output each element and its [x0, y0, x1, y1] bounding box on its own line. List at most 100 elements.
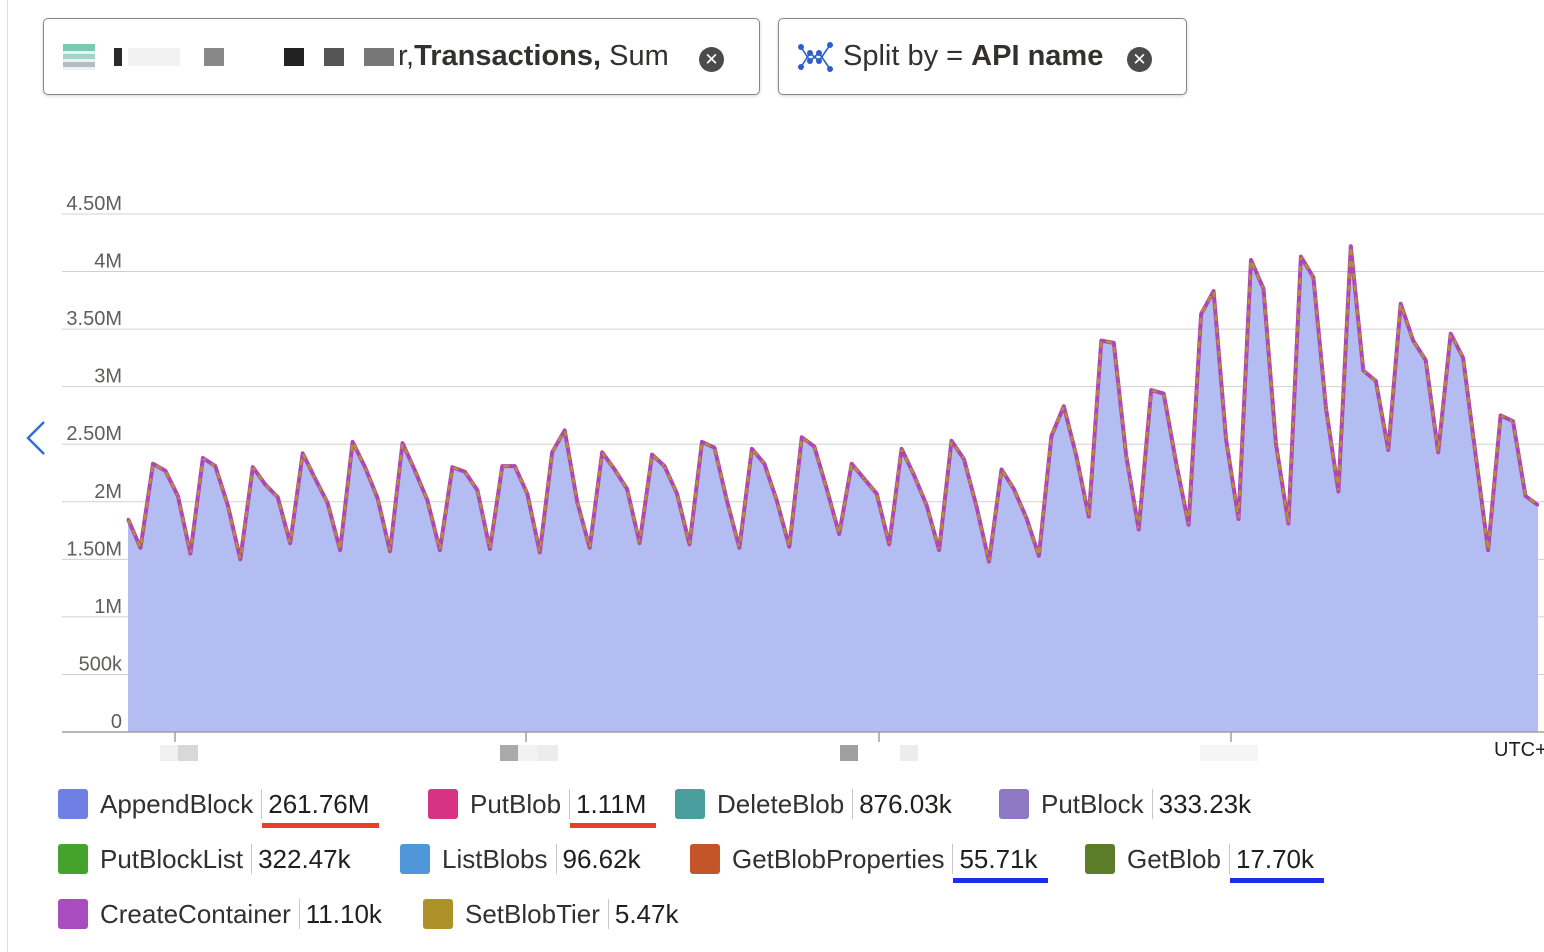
data-point	[1499, 414, 1502, 417]
legend-separator	[607, 899, 609, 929]
legend-item[interactable]: PutBlockList 322.47k	[58, 841, 351, 877]
data-point	[326, 501, 329, 505]
data-point	[601, 451, 604, 454]
legend-swatch	[428, 789, 458, 819]
data-point	[1486, 548, 1490, 552]
data-point	[1150, 388, 1153, 392]
remove-split-button[interactable]: ✕	[1127, 47, 1152, 72]
data-point	[863, 477, 866, 480]
legend-item[interactable]: DeleteBlob 876.03k	[675, 786, 952, 822]
data-point	[438, 548, 442, 552]
data-point	[975, 505, 978, 508]
data-point	[750, 447, 754, 450]
data-point	[1524, 494, 1527, 498]
legend-name: GetBlob	[1127, 843, 1221, 874]
redacted-x-label	[178, 745, 198, 761]
data-point	[301, 452, 304, 455]
legend-item[interactable]: PutBlob 1.11M	[428, 786, 657, 828]
y-tick-label: 2M	[94, 481, 122, 503]
legend-item[interactable]: GetBlob 17.70k	[1085, 841, 1325, 883]
data-point	[463, 470, 467, 473]
legend-separator	[952, 844, 954, 874]
metric-filter-pill[interactable]: r,Transactions, Sum ✕	[43, 18, 760, 95]
legend-item[interactable]: ListBlobs 96.62k	[400, 841, 641, 877]
highlight-underline	[1229, 877, 1325, 883]
data-point	[800, 436, 803, 439]
data-point	[164, 469, 167, 472]
data-point	[1387, 448, 1390, 452]
panel-left-border	[7, 0, 8, 952]
data-point	[1337, 490, 1340, 493]
legend-swatch	[58, 899, 88, 929]
legend-swatch	[675, 789, 705, 819]
data-point	[251, 466, 254, 469]
legend-name: AppendBlock	[100, 788, 254, 819]
data-point	[501, 464, 504, 468]
redacted-x-label	[518, 745, 538, 761]
legend-swatch	[58, 789, 88, 819]
data-point	[388, 550, 392, 553]
data-point	[1412, 339, 1415, 342]
legend-value: 333.23k	[1158, 788, 1252, 819]
split-scatter-icon	[798, 41, 833, 72]
data-point	[1262, 287, 1265, 290]
data-point	[850, 462, 853, 465]
data-point	[1187, 523, 1190, 526]
legend-item[interactable]: SetBlobTier 5.47k	[423, 896, 678, 932]
legend-value: 55.71k	[953, 844, 1048, 883]
legend-name: GetBlobProperties	[732, 843, 945, 874]
metric-filter-text: r,Transactions, Sum	[398, 40, 669, 72]
data-point	[987, 560, 991, 563]
legend-swatch	[58, 844, 88, 874]
data-point	[1287, 522, 1290, 525]
data-point	[1100, 339, 1103, 342]
data-point	[139, 546, 142, 549]
data-point	[1137, 528, 1140, 531]
data-point	[1224, 438, 1228, 441]
legend-separator	[569, 789, 571, 819]
legend-separator	[852, 789, 854, 819]
data-point	[426, 499, 429, 502]
data-point	[825, 487, 828, 491]
data-point	[950, 439, 953, 442]
x-axis	[62, 731, 1544, 761]
data-point	[1362, 369, 1365, 372]
y-tick-label: 4.50M	[66, 193, 122, 215]
legend-value: 261.76M	[262, 789, 380, 828]
remove-metric-button[interactable]: ✕	[699, 47, 724, 72]
data-point	[625, 487, 629, 491]
close-icon: ✕	[1132, 50, 1147, 69]
data-point	[1050, 435, 1053, 438]
split-filter-text: Split by = API name	[843, 40, 1104, 72]
data-point	[1162, 392, 1165, 395]
data-point	[338, 548, 342, 552]
legend-item[interactable]: AppendBlock 261.76M	[58, 786, 380, 828]
data-point	[688, 543, 691, 546]
data-point	[813, 445, 816, 448]
legend-item[interactable]: CreateContainer 11.10k	[58, 896, 382, 932]
split-filter-pill[interactable]: Split by = API name ✕	[778, 18, 1187, 95]
data-point	[1199, 312, 1203, 316]
legend-item[interactable]: GetBlobProperties 55.71k	[690, 841, 1048, 883]
data-point	[1087, 515, 1091, 518]
data-point	[363, 466, 367, 469]
legend-separator	[1151, 789, 1153, 819]
legend-name: ListBlobs	[442, 843, 548, 874]
legend-name: PutBlob	[470, 788, 562, 819]
legend-value: 17.70k	[1229, 844, 1325, 883]
redacted-resource-name	[108, 47, 398, 66]
y-tick-label: 1.50M	[66, 538, 122, 560]
data-point	[962, 458, 966, 461]
chevron-left-icon[interactable]	[24, 420, 48, 456]
legend-value: 876.03k	[859, 788, 952, 819]
legend-item[interactable]: PutBlock 333.23k	[999, 786, 1251, 822]
data-point	[401, 441, 404, 445]
data-point	[1237, 517, 1240, 521]
data-point	[1174, 461, 1178, 464]
legend-value: 96.62k	[562, 843, 641, 874]
legend-swatch	[690, 844, 720, 874]
highlight-underline	[953, 877, 1048, 883]
legend-name: SetBlobTier	[465, 898, 600, 929]
data-point	[239, 558, 242, 561]
data-point	[638, 542, 641, 545]
